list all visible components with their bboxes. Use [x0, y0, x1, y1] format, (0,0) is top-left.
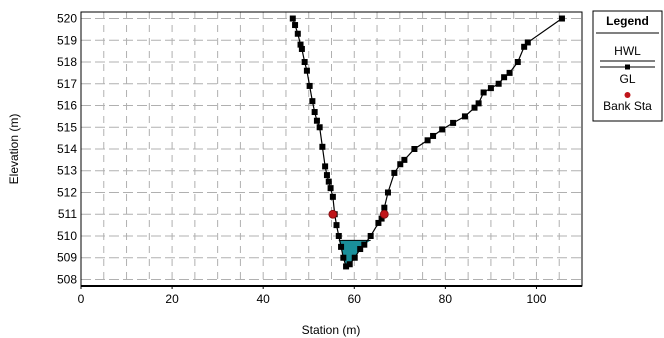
- ground-point: [475, 100, 482, 107]
- ground-point: [343, 263, 350, 270]
- ground-point: [514, 59, 521, 66]
- ground-point: [298, 45, 305, 52]
- ground-point: [411, 146, 418, 152]
- ground-point: [329, 193, 336, 200]
- ground-point: [319, 143, 326, 150]
- ground-point: [338, 243, 345, 250]
- legend-entry-hwl: HWL: [614, 44, 641, 58]
- ground-point: [323, 172, 330, 179]
- ground-point: [506, 69, 513, 76]
- ground-point: [297, 41, 304, 48]
- legend-entry-gl: GL: [619, 72, 635, 86]
- y-tick-label: 510: [57, 229, 77, 243]
- ground-point: [309, 98, 316, 105]
- grid-lines: [81, 12, 582, 287]
- ground-point: [430, 132, 437, 139]
- ground-points: [289, 15, 565, 270]
- x-tick-label: 60: [348, 292, 362, 306]
- y-tick-labels: 508 509 510 511 512 513 514 515 516 517 518 519 520: [57, 12, 77, 287]
- ground-point: [306, 82, 313, 89]
- ground-point: [292, 22, 299, 29]
- x-axis-label: Station (m): [302, 323, 361, 337]
- y-tick-label: 511: [58, 207, 77, 221]
- ground-point: [401, 156, 408, 163]
- y-tick-label: 516: [57, 99, 77, 113]
- ground-point: [524, 39, 531, 46]
- ground-point: [340, 254, 347, 261]
- x-tick-labels: 0 20 40 60 80 100: [78, 286, 547, 306]
- ground-point: [325, 178, 332, 185]
- bank-station-point: [328, 209, 338, 219]
- x-tick-label: 100: [526, 292, 546, 306]
- ground-point: [313, 117, 320, 124]
- ground-point: [461, 113, 468, 120]
- legend-bank-marker: [624, 92, 631, 98]
- y-tick-label: 520: [57, 12, 77, 26]
- ground-point: [495, 80, 502, 87]
- ground-point: [322, 163, 329, 170]
- ground-point: [351, 254, 358, 261]
- ground-point: [346, 261, 353, 268]
- bank-station-point: [379, 209, 389, 219]
- ground-point: [289, 15, 296, 22]
- ground-point: [333, 222, 340, 229]
- ground-point: [439, 126, 446, 133]
- ground-point: [367, 232, 374, 239]
- y-tick-label: 518: [57, 55, 77, 69]
- x-tick-label: 20: [165, 292, 179, 306]
- ground-point: [471, 104, 478, 111]
- ground-point: [311, 109, 318, 116]
- legend: Legend HWL GL Bank Sta: [592, 10, 663, 122]
- ground-point: [397, 161, 404, 168]
- y-tick-label: 509: [57, 251, 77, 265]
- y-tick-label: 513: [57, 164, 77, 178]
- ground-point: [480, 89, 487, 96]
- bank-stations: [328, 209, 389, 219]
- y-axis-label: Elevation (m): [7, 114, 21, 185]
- y-tick-label: 512: [57, 185, 77, 199]
- legend-title: Legend: [606, 14, 649, 28]
- x-tick-label: 0: [78, 292, 85, 306]
- ground-point: [378, 215, 385, 222]
- water-fill: [338, 240, 371, 267]
- y-tick-label: 519: [57, 33, 77, 47]
- ground-point: [316, 124, 323, 131]
- ground-point: [487, 85, 494, 92]
- ground-point: [501, 74, 508, 81]
- ground-point: [521, 43, 528, 50]
- y-tick-label: 517: [57, 77, 77, 91]
- legend-entry-bank-sta: Bank Sta: [603, 99, 652, 113]
- x-tick-label: 40: [257, 292, 271, 306]
- ground-point: [381, 204, 388, 211]
- ground-point: [450, 119, 457, 126]
- ground-point: [294, 30, 301, 37]
- ground-point: [327, 185, 334, 192]
- ground-point: [301, 59, 308, 66]
- ground-point: [424, 137, 431, 144]
- y-tick-label: 508: [57, 272, 77, 286]
- y-tick-label: 514: [57, 142, 77, 156]
- ground-point: [303, 67, 310, 74]
- x-tick-label: 80: [439, 292, 453, 306]
- ground-point: [335, 232, 342, 239]
- ground-point: [375, 219, 382, 226]
- ground-point: [361, 241, 368, 248]
- ground-point: [357, 246, 364, 253]
- ground-point: [391, 169, 398, 176]
- plot-frame: [80, 11, 583, 287]
- ground-point: [384, 189, 391, 196]
- water-area: [338, 239, 371, 267]
- ground-point: [558, 15, 565, 22]
- y-tick-label: 515: [57, 120, 77, 134]
